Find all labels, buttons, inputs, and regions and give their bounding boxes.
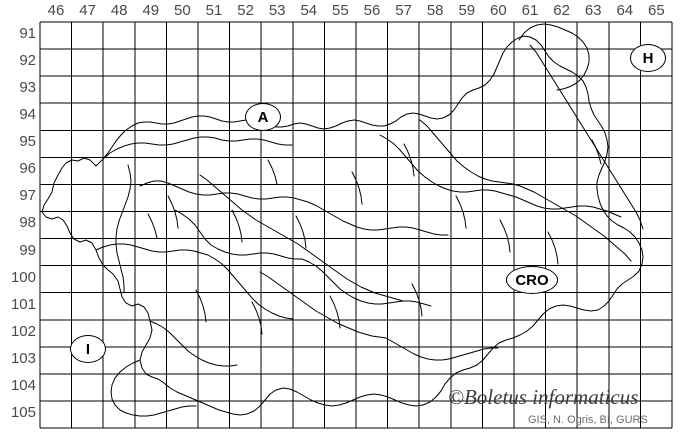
italy-badge: I: [70, 335, 106, 363]
drava-valley: [419, 119, 632, 262]
x-axis-tick-51: 51: [205, 2, 223, 19]
x-axis-tick-62: 62: [553, 2, 570, 19]
x-axis-tick-65: 65: [648, 2, 665, 19]
region-boundary-9: [149, 320, 238, 367]
tributary-15: [267, 159, 278, 185]
krka-river: [259, 271, 387, 339]
soca-river: [115, 164, 132, 294]
x-axis-tick-64: 64: [616, 2, 634, 19]
y-axis-tick-93: 93: [19, 79, 36, 97]
x-axis-tick-55: 55: [332, 2, 349, 19]
y-axis-tick-100: 100: [10, 268, 36, 286]
y-axis-tick-105: 105: [10, 403, 36, 421]
tributary-11: [411, 283, 423, 317]
tributary-9: [251, 301, 263, 335]
x-axis-tick-63: 63: [584, 2, 602, 19]
tributary-5: [403, 143, 415, 177]
x-axis-tick-50: 50: [174, 2, 191, 19]
tributary-1: [167, 195, 179, 229]
region-boundary-7: [95, 243, 209, 256]
austria-badge: A: [245, 103, 281, 131]
y-axis-tick-96: 96: [19, 160, 36, 178]
x-axis-tick-59: 59: [458, 2, 476, 19]
y-axis-tick-91: 91: [19, 25, 36, 42]
tributary-12: [547, 231, 559, 265]
kolpa-river: [385, 337, 499, 361]
x-axis-tick-54: 54: [300, 2, 318, 19]
region-boundary-5: [379, 134, 510, 196]
italy-badge-label: I: [85, 340, 91, 358]
y-axis-tick-94: 94: [19, 106, 36, 124]
x-axis-tick-52: 52: [237, 2, 254, 19]
y-axis-tick-95: 95: [19, 133, 36, 151]
y-axis-tick-102: 102: [10, 322, 36, 340]
adriatic-coast: [110, 359, 197, 417]
x-axis-tick-53: 53: [268, 2, 286, 19]
croatia-badge-label: CRO: [515, 271, 549, 289]
region-boundary-2: [174, 209, 303, 260]
tributary-14: [591, 139, 602, 165]
x-axis-tick-48: 48: [110, 2, 128, 19]
tributary-3: [295, 215, 307, 249]
y-axis-tick-98: 98: [19, 214, 36, 232]
y-axis-tick-99: 99: [19, 241, 36, 259]
hungary-badge-label: H: [642, 49, 654, 67]
region-boundary-1: [139, 180, 309, 203]
austria-badge-label: A: [257, 108, 269, 126]
y-axis-tick-104: 104: [10, 376, 36, 394]
hungary-badge: H: [630, 44, 666, 72]
tributary-13: [147, 213, 158, 239]
x-axis-tick-58: 58: [426, 2, 444, 19]
region-boundary-4: [307, 201, 449, 236]
x-axis-tick-56: 56: [363, 2, 381, 19]
y-axis-tick-103: 103: [10, 349, 36, 367]
y-axis-tick-101: 101: [10, 295, 36, 313]
region-boundary-3: [301, 258, 432, 307]
region-boundary-6: [508, 194, 622, 218]
tributary-7: [499, 219, 511, 253]
croatia-badge: CRO: [506, 266, 558, 294]
tributary-10: [329, 295, 341, 329]
x-axis-tick-60: 60: [490, 2, 507, 19]
credit-text: GIS, N. Ogris, BI, GURS: [528, 414, 648, 426]
alps-ridge: [102, 136, 293, 160]
prekmurje-border: [518, 23, 590, 91]
national-border: [41, 35, 644, 416]
copyright-text: ©Boletus informaticus: [448, 385, 639, 409]
x-axis-tick-57: 57: [395, 2, 412, 19]
x-axis-tick-46: 46: [47, 2, 65, 19]
sava-river: [199, 174, 404, 302]
x-axis-tick-49: 49: [142, 2, 160, 19]
tributary-6: [455, 195, 467, 229]
tributary-4: [351, 171, 363, 205]
x-axis-tick-61: 61: [521, 2, 539, 19]
tributary-8: [195, 289, 207, 323]
y-axis-tick-97: 97: [19, 187, 36, 205]
tributary-2: [231, 209, 243, 243]
y-axis-tick-92: 92: [19, 52, 36, 70]
x-axis-tick-47: 47: [79, 2, 96, 19]
mura-river: [529, 44, 644, 230]
region-boundary-8: [207, 254, 294, 320]
